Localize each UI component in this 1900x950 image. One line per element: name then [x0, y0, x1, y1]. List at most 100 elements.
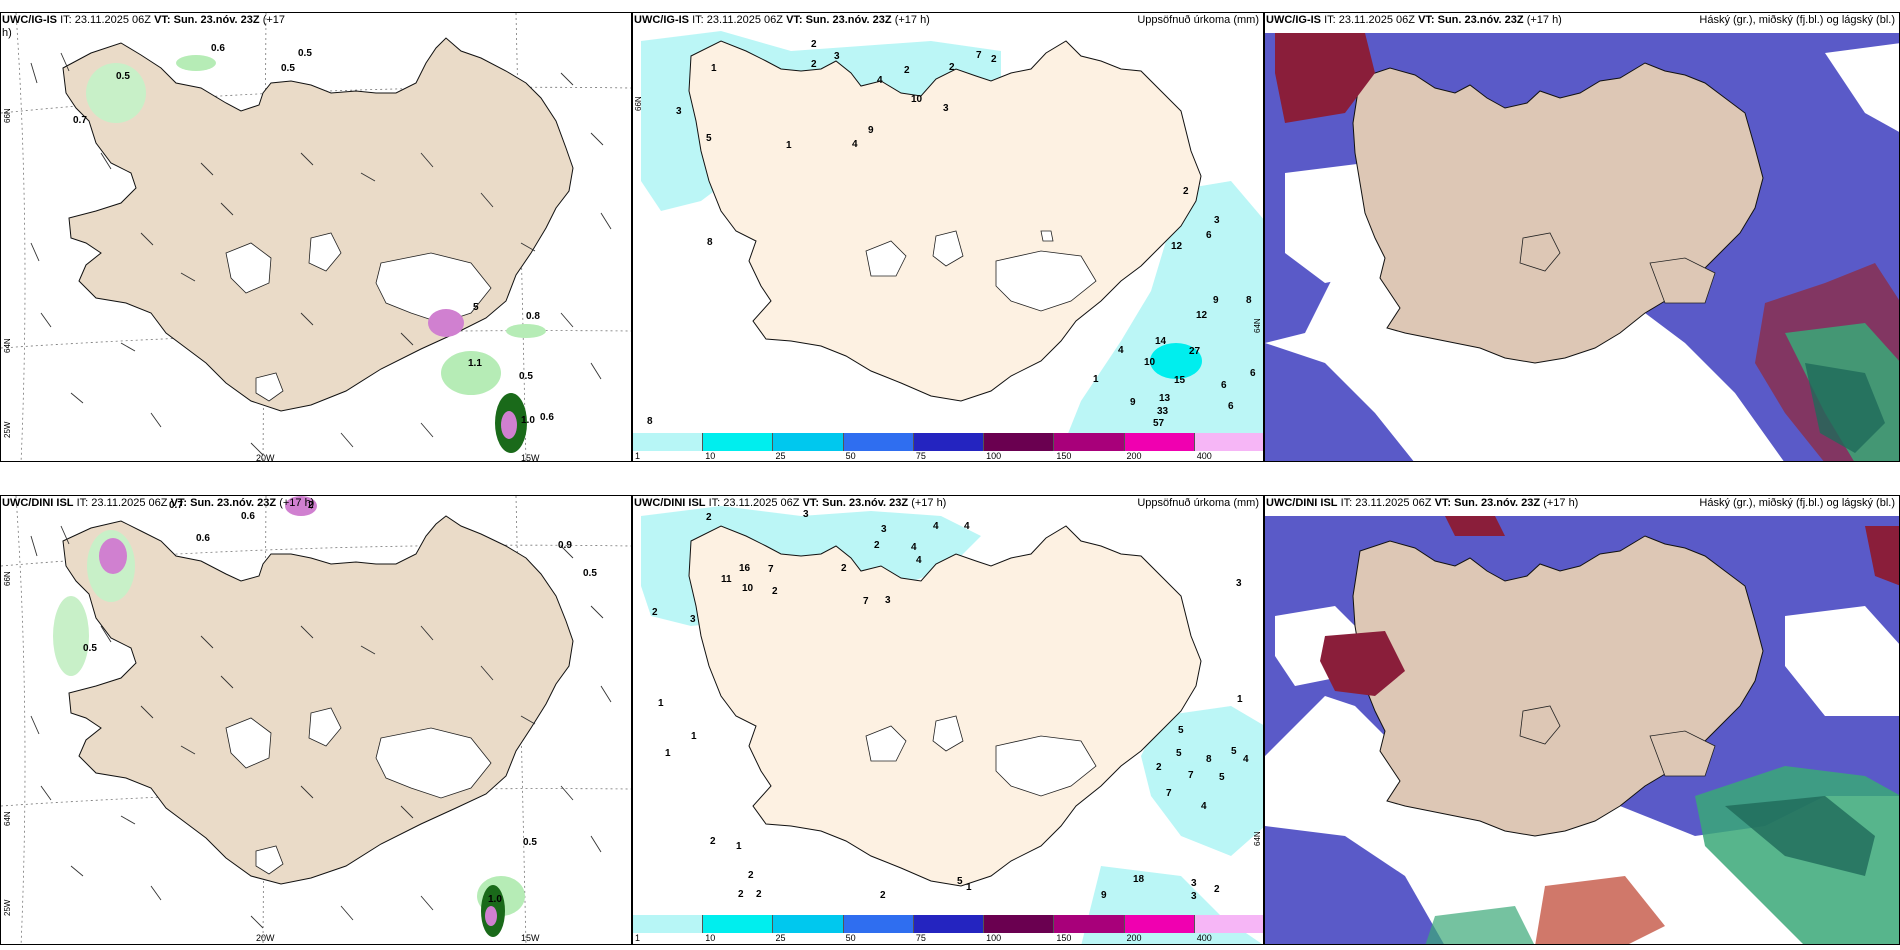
precip-value-label: 8 — [707, 237, 713, 248]
precip-value-label: 2 — [748, 870, 754, 881]
colorbar-tick-label: 200 — [1126, 933, 1142, 943]
precip-value-label: 0.8 — [526, 311, 540, 322]
precip-patches — [53, 496, 525, 937]
cloud-high — [1320, 516, 1899, 944]
precip-value-label: 0.5 — [83, 643, 97, 654]
precip-value-label: 1 — [711, 63, 717, 74]
precip-value-label: 1.0 — [488, 894, 502, 905]
precip-value-label: 1 — [658, 698, 664, 709]
colorbar — [633, 915, 1263, 933]
lat-label-66: 66N — [634, 96, 643, 111]
clouds-map — [1265, 516, 1899, 944]
precip-value-label: 5 — [1176, 748, 1182, 759]
precip-value-label: 2 — [904, 65, 910, 76]
precip-core — [1150, 343, 1202, 379]
precip-value-label: 0.6 — [540, 412, 554, 423]
precip-value-label: 0.5 — [519, 371, 533, 382]
precip-value-label: 2 — [874, 540, 880, 551]
precip-value-label: 6 — [1221, 380, 1227, 391]
iceland-land — [688, 525, 1202, 887]
glaciers — [865, 230, 1097, 312]
precip-value-label: 11 — [721, 574, 732, 585]
precip-value-label: 7 — [976, 50, 982, 61]
wind-map: 0.6 0.50.50.50.70.851.10.50.61.0 — [1, 13, 631, 461]
precip-value-label: 2 — [991, 54, 997, 65]
precip-value-label: 4 — [933, 521, 939, 532]
precip-value-label: 2 — [811, 59, 817, 70]
panel-title: UWC/IG-IS IT: 23.11.2025 06Z VT: Sun. 23… — [1266, 14, 1562, 26]
precip-patches — [86, 55, 546, 453]
colorbar-swatch — [1124, 915, 1195, 933]
precip-value-label: 3 — [1236, 578, 1242, 589]
precip-value-label: 9 — [1130, 397, 1136, 408]
precip-value-label: 6 — [1250, 368, 1256, 379]
lon-label-15: 15W — [521, 453, 540, 462]
cloud-clear — [1275, 606, 1899, 716]
precip-value-label: 1 — [665, 748, 671, 759]
precip-value-label: 12 — [1171, 241, 1183, 252]
precip-value-label: 0.6 — [196, 533, 210, 544]
colorbar-tick-label: 150 — [1056, 451, 1072, 461]
precip-value-label: 33 — [1157, 406, 1169, 417]
colorbar-swatch — [984, 433, 1055, 451]
precip-value-label: 5 — [706, 133, 712, 144]
lat-label-64: 64N — [3, 338, 12, 353]
precip-value-label: 2 — [880, 890, 886, 901]
precip-value-label: 16 — [739, 563, 751, 574]
precip-value-label: 1 — [736, 841, 742, 852]
colorbar-tick-label: 75 — [915, 933, 926, 943]
precip-values: 0.6 0.50.50.50.70.851.10.50.61.0 — [73, 43, 554, 426]
colorbar-tick-label: 1 — [635, 451, 641, 461]
precip-value-label: 4 — [911, 542, 917, 553]
precip-value-label: 5 — [473, 302, 479, 313]
panel-clouds-dini: UWC/DINI ISL IT: 23.11.2025 06Z VT: Sun.… — [1264, 495, 1900, 945]
precip-value-label: 2 — [811, 39, 817, 50]
wind-barbs — [30, 52, 612, 456]
colorbar-swatch — [843, 915, 914, 933]
colorbar-swatch — [1124, 433, 1195, 451]
iceland-land — [62, 515, 574, 885]
precip-value-label: 1 — [691, 731, 697, 742]
precip-value-label: 5 — [1231, 746, 1237, 757]
precip-value-label: 8 — [1246, 295, 1252, 306]
precip-value-label: 18 — [1133, 874, 1145, 885]
panel-precip-dini: 2 3 3 2 4 4 4 4 16 7 2 11 10 2 7 3 2 3 3 1 1 5 1 5 8 5 4 2 7 5 7 4 1 2 1 2 2… — [632, 495, 1264, 945]
panel-field-title: Háský (gr.), miðský (fj.bl.) og lágský (… — [1699, 497, 1895, 509]
colorbar-swatch — [773, 915, 844, 933]
precip-value-label: 7 — [1188, 770, 1194, 781]
lon-label-15: 15W — [521, 933, 540, 943]
precip-value-label: 6 — [1228, 401, 1234, 412]
precip-value-label: 2 — [1156, 762, 1162, 773]
precip-value-label: 0.7 — [169, 500, 183, 511]
precip-value-label: 5 — [1219, 772, 1225, 783]
lat-label-64: 64N — [1253, 318, 1262, 333]
colorbar-tick-label: 10 — [705, 451, 716, 461]
precip-value-label: 27 — [1189, 346, 1201, 357]
precip-value-label: 1.0 — [521, 415, 535, 426]
precip-value-label: 0.5 — [583, 568, 597, 579]
colorbar-tick-label: 100 — [986, 451, 1002, 461]
precip-value-label: 6 — [1206, 230, 1212, 241]
precip-value-label: 3 — [834, 51, 840, 62]
precip-value-label: 4 — [916, 555, 922, 566]
panel-title: UWC/IG-IS IT: 23.11.2025 06Z VT: Sun. 23… — [2, 14, 286, 26]
colorbar-swatch — [1054, 915, 1125, 933]
lat-label-64: 64N — [3, 811, 12, 826]
wind-barbs — [30, 525, 612, 929]
precip-value-label: 1 — [1237, 694, 1243, 705]
colorbar-tick-label: 75 — [915, 451, 926, 461]
panel-wind-igis: 0.6 0.5 0.5 0.5 0.7 0.8 5 1.1 0.5 0.6 1.0 UWC/IG-I… — [0, 12, 632, 462]
colorbar-swatch — [843, 433, 914, 451]
panel-field-title: Uppsöfnuð úrkoma (mm) — [1137, 497, 1259, 509]
precip-value-label: 9 — [1213, 295, 1219, 306]
precip-value-label: 4 — [877, 75, 883, 86]
glaciers — [225, 232, 492, 402]
lon-label-25: 25W — [3, 421, 12, 438]
cloud-high — [1275, 33, 1899, 461]
precip-value-label: 2 — [1183, 186, 1189, 197]
precip-value-label: 3 — [943, 103, 949, 114]
panel-precip-igis: 2 3 2 7 2 1 2 4 2 3 10 3 9 5 1 4 2 3 6 8 12 9 8 12 14 27 4 10 15 6 6 1 1… — [632, 12, 1264, 462]
precip-value-label: 3 — [1191, 891, 1197, 902]
glaciers — [225, 707, 492, 875]
panel-field-title: Háský (gr.), miðský (fj.bl.) og lágský (… — [1699, 14, 1895, 26]
